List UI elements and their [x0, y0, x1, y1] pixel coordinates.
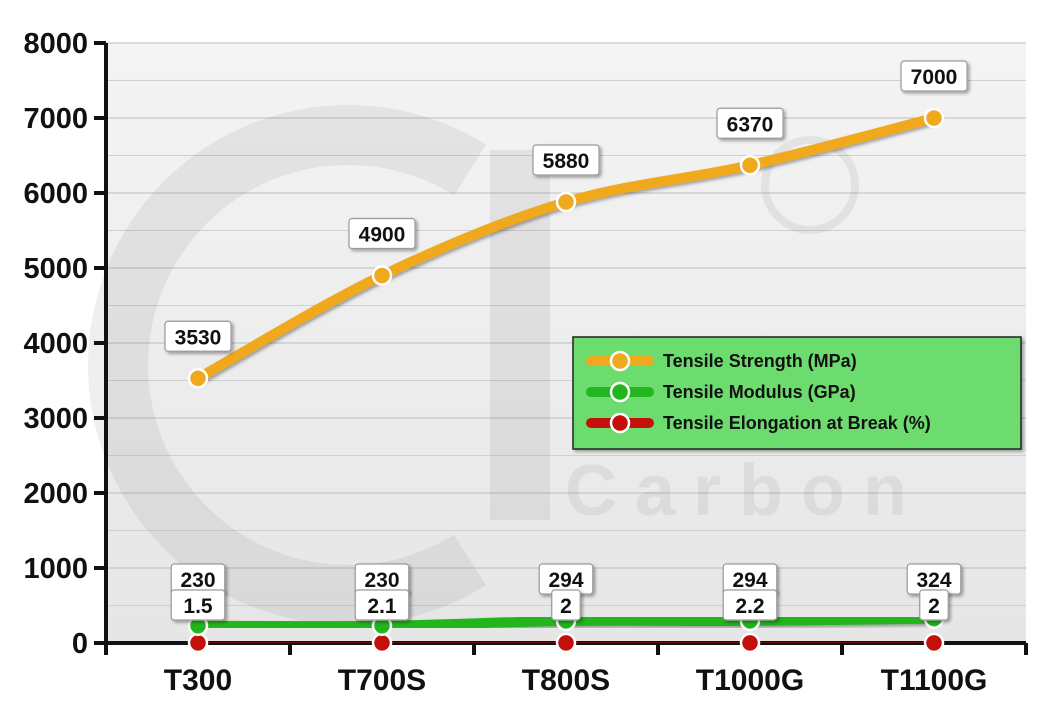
data-label: 230 [364, 569, 399, 592]
elongation-label: 2.1 [354, 589, 410, 621]
strength-label: 7000 [900, 60, 968, 92]
data-point [555, 191, 577, 213]
data-label-box [354, 589, 410, 621]
legend-swatch-marker [609, 381, 631, 403]
y-tick-label: 3000 [23, 403, 88, 435]
y-tick-label: 4000 [23, 328, 88, 360]
data-labels: 3530 4900 5880 6370 7000 230 230 294 294 324 1.5 2.… [164, 60, 968, 621]
y-tick-label: 2000 [23, 478, 88, 510]
data-label-box [170, 589, 226, 621]
data-point [739, 155, 761, 176]
legend: Tensile Strength (MPa) Tensile Modulus (G… [572, 336, 1022, 450]
y-tick-label: 5000 [23, 253, 88, 285]
data-point [923, 107, 945, 129]
data-label: 230 [180, 569, 215, 592]
x-tick-label: T1000G [696, 664, 804, 697]
elongation-label: 2.2 [722, 589, 778, 621]
modulus-label: 324 [906, 563, 962, 595]
data-point [555, 632, 577, 654]
data-label: 7000 [911, 66, 958, 89]
data-point [371, 632, 393, 654]
data-label: 3530 [175, 326, 222, 349]
legend-swatch-marker [609, 412, 631, 434]
data-point [371, 265, 393, 286]
data-point [923, 632, 945, 654]
strength-label: 6370 [716, 107, 784, 139]
data-point [187, 368, 209, 389]
legend-item: Tensile Modulus (GPa) [586, 381, 856, 403]
strength-label: 5880 [532, 144, 600, 176]
data-label: 324 [916, 569, 951, 592]
x-tick-label: T1100G [881, 664, 988, 697]
series-layer [187, 107, 945, 654]
elongation-label: 2 [919, 589, 949, 621]
legend-label: Tensile Strength (MPa) [663, 351, 857, 371]
data-label: 2.1 [367, 595, 397, 618]
x-tick-label: T800S [522, 664, 610, 697]
data-label-box [900, 60, 968, 92]
data-label: 294 [548, 569, 583, 592]
data-point [739, 632, 761, 654]
elongation-label: 2 [551, 589, 581, 621]
data-label: 4900 [359, 224, 406, 247]
legend-swatch-marker [609, 350, 631, 372]
data-label: 2 [928, 595, 940, 618]
x-tick-label: T700S [338, 664, 426, 697]
y-tick-label: 0 [72, 628, 88, 660]
legend-label: Tensile Modulus (GPa) [663, 382, 856, 402]
legend-label: Tensile Elongation at Break (%) [663, 413, 931, 433]
data-label: 294 [732, 569, 767, 592]
x-tick-label: T300 [164, 664, 232, 697]
strength-label: 3530 [164, 320, 232, 352]
data-label: 2.2 [735, 595, 764, 618]
data-label-box [722, 589, 778, 621]
modulus-label: 230 [170, 563, 226, 595]
data-label-box [348, 217, 416, 250]
y-tick-label: 8000 [23, 28, 88, 60]
strength-label: 4900 [348, 217, 416, 250]
y-tick-label: 7000 [23, 103, 88, 135]
data-label: 1.5 [183, 595, 213, 618]
legend-item: Tensile Elongation at Break (%) [586, 412, 931, 434]
data-label-box [532, 144, 600, 176]
data-label: 6370 [727, 113, 774, 136]
data-label: 2 [560, 595, 572, 618]
elongation-label: 1.5 [170, 589, 226, 621]
modulus-label: 230 [354, 563, 410, 595]
data-label-box [716, 107, 784, 139]
data-label: 5880 [543, 150, 590, 173]
data-label-box [164, 320, 232, 352]
data-point [187, 632, 209, 654]
modulus-label: 294 [538, 563, 594, 595]
data-label-box [551, 589, 581, 621]
watermark-text: Carbon [565, 451, 925, 531]
data-label-box [919, 589, 949, 621]
y-tick-label: 6000 [23, 178, 88, 210]
y-tick-label: 1000 [23, 553, 88, 585]
legend-item: Tensile Strength (MPa) [586, 350, 857, 372]
